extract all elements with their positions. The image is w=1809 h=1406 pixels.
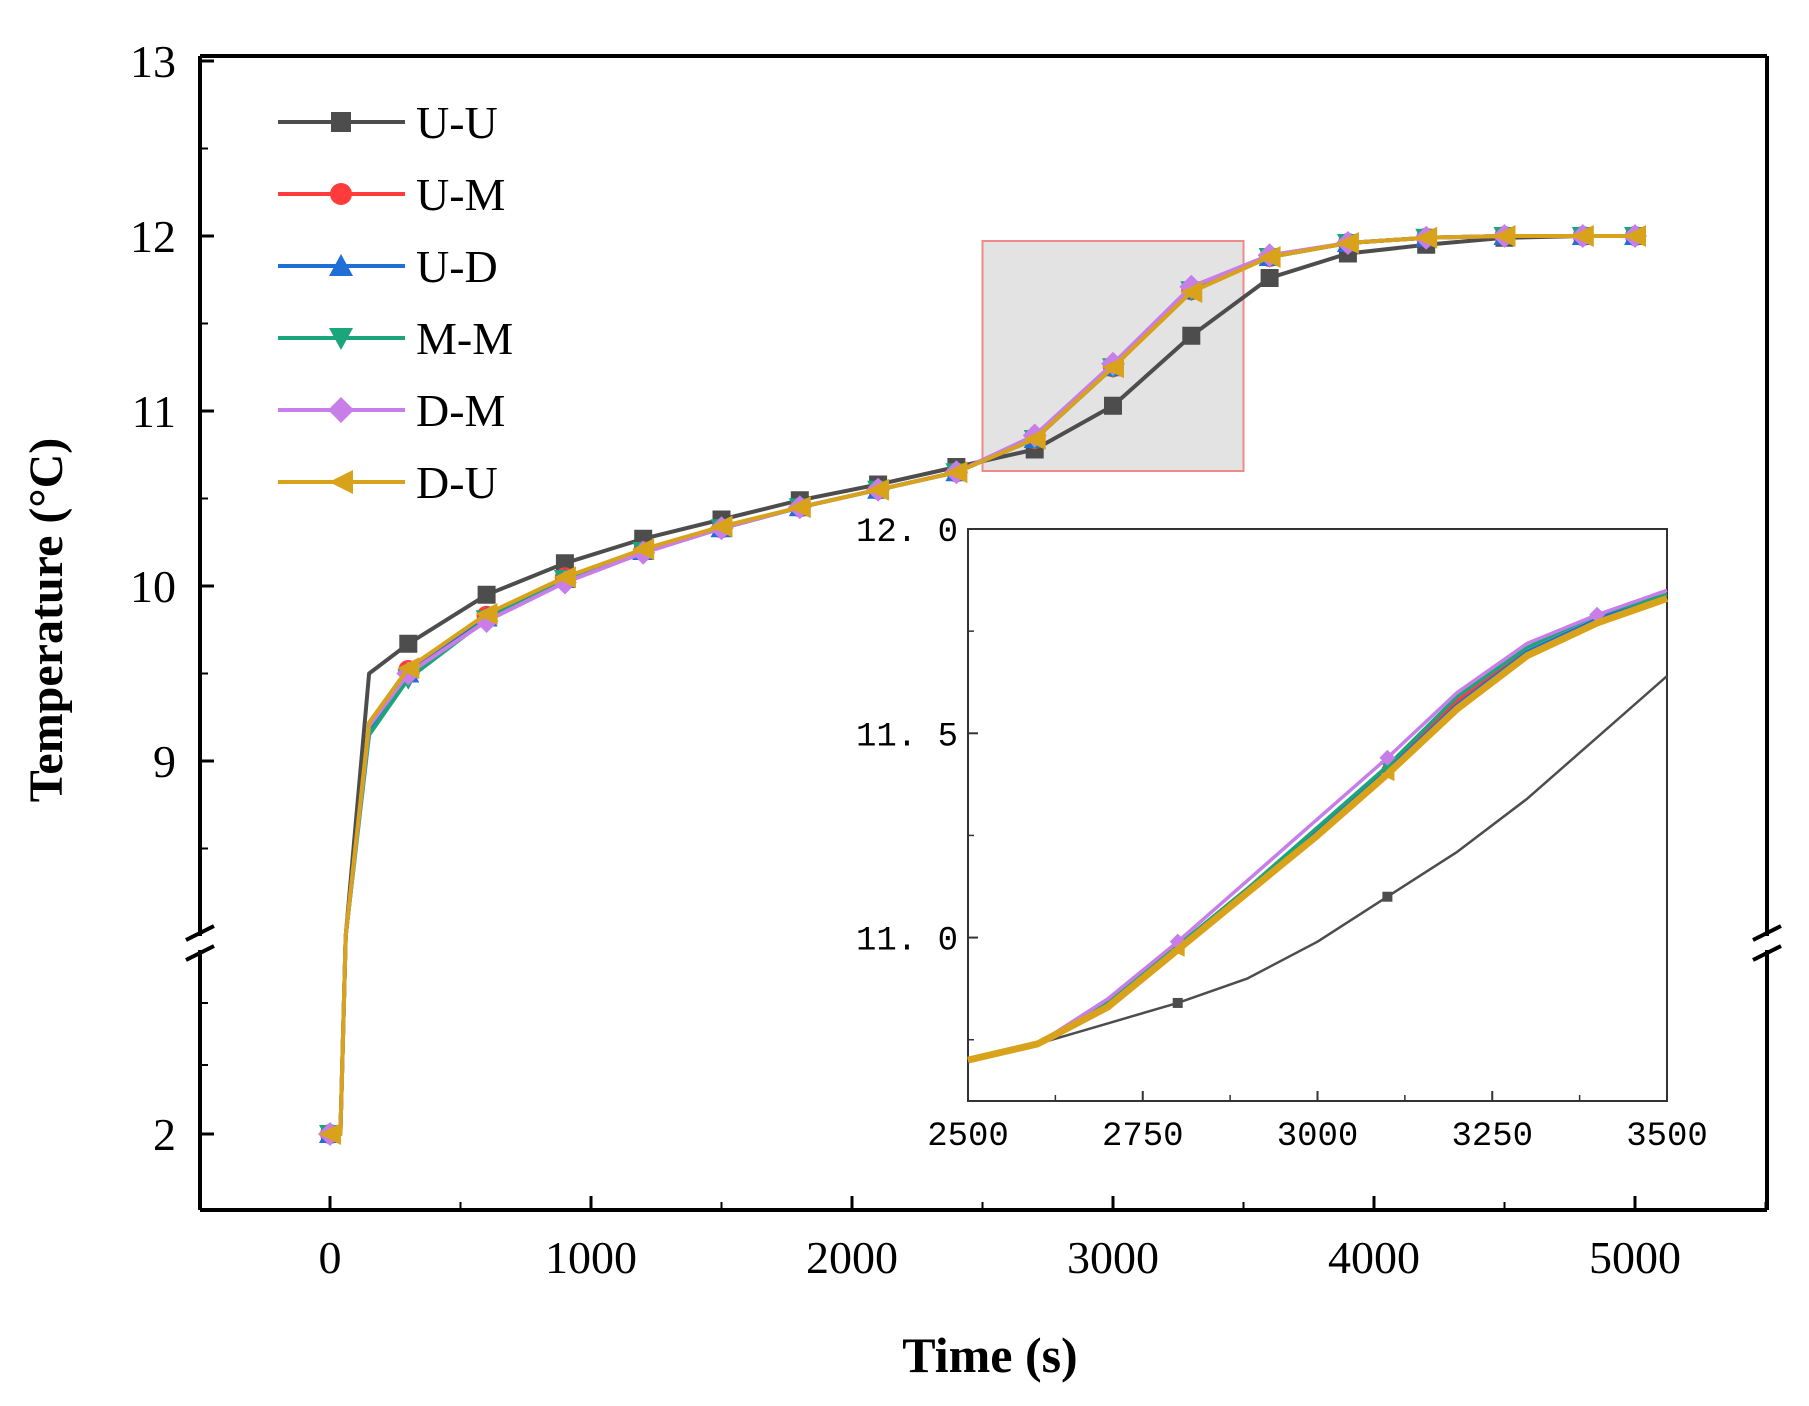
axis-break-right-a	[1752, 924, 1782, 942]
legend-label-um: U-M	[416, 169, 505, 220]
inset-x-tick-label: 3000	[1277, 1118, 1359, 1156]
series-marker-du	[1624, 225, 1646, 247]
x-tick-label: 5000	[1589, 1232, 1681, 1283]
inset-x-tick-label: 3500	[1626, 1118, 1708, 1156]
series-marker-du	[1258, 246, 1281, 268]
legend: U-U U-M U-D M-M D-M D-U	[278, 97, 513, 508]
series-marker-du	[1493, 225, 1516, 247]
series-marker-uu	[399, 634, 418, 653]
series-marker-uu	[477, 585, 496, 604]
x-tick-label: 1000	[545, 1232, 637, 1283]
legend-label-du: D-U	[416, 457, 498, 508]
inset-plot: 11. 0 11. 5 12. 0 2500 2750 3000 3250 3500	[856, 514, 1708, 1156]
inset-series-marker-uu	[1172, 997, 1183, 1008]
legend-marker-ud	[329, 254, 353, 276]
inset-frame	[967, 528, 1668, 1102]
main-plot: 2 9 10 11 12 13 0 1000 2000 3000 4000 5000	[130, 36, 1782, 1283]
series-marker-du	[1023, 428, 1046, 450]
series-marker-du	[475, 603, 498, 625]
axis-break-left-b	[185, 944, 215, 962]
inset-x-tick-label: 2750	[1102, 1118, 1184, 1156]
legend-marker-um	[330, 183, 352, 205]
series-marker-du	[632, 538, 655, 561]
y-tick-label: 10	[130, 561, 176, 612]
y-axis-label: Temperature (°C)	[20, 438, 73, 802]
series-marker-uu	[555, 554, 574, 573]
axis-break-right-b	[1752, 944, 1782, 962]
inset-x-tick-label: 3250	[1451, 1118, 1533, 1156]
legend-marker-mm	[329, 328, 353, 350]
inset-y-tick-label: 11. 5	[856, 718, 958, 756]
legend-label-dm: D-M	[416, 385, 505, 436]
x-tick-label: 3000	[1067, 1232, 1159, 1283]
legend-marker-du	[329, 470, 353, 494]
x-tick-label: 2000	[806, 1232, 898, 1283]
inset-series-marker-uu	[1382, 891, 1393, 902]
legend-marker-dm	[328, 397, 354, 423]
inset-series-line-uu	[967, 675, 1668, 1062]
y-tick-label: 12	[130, 211, 176, 262]
legend-label-ud: U-D	[416, 241, 498, 292]
inset-x-tick-label: 2500	[927, 1118, 1009, 1156]
legend-label-mm: M-M	[416, 313, 513, 364]
series-marker-du	[397, 657, 420, 680]
x-tick-label: 4000	[1328, 1232, 1420, 1283]
inset-series-line-dm	[967, 588, 1668, 1062]
y-tick-label: 2	[153, 1109, 176, 1160]
series-marker-du	[319, 1123, 341, 1145]
inset-y-tick-label: 11. 0	[856, 923, 958, 961]
inset-y-tick-label: 12. 0	[856, 514, 958, 552]
series-marker-du	[1571, 225, 1594, 247]
series-marker-du	[1415, 226, 1438, 249]
x-axis-label: Time (s)	[902, 1327, 1077, 1383]
x-tick-label: 0	[319, 1232, 342, 1283]
legend-label-uu: U-U	[416, 97, 498, 148]
inset-series-marker-du	[1380, 767, 1395, 782]
series-marker-du	[710, 515, 733, 538]
y-tick-label: 13	[130, 36, 176, 87]
legend-marker-uu	[331, 112, 351, 132]
series-marker-du	[788, 496, 811, 519]
y-tick-label: 9	[153, 736, 176, 787]
series-marker-uu	[1182, 326, 1201, 345]
series-marker-du	[945, 461, 968, 484]
series-marker-du	[867, 478, 890, 501]
series-marker-du	[1180, 281, 1203, 303]
series-marker-uu	[1260, 269, 1279, 287]
series-marker-du	[1102, 356, 1124, 379]
inset-series-line-du	[967, 595, 1669, 1064]
series-marker-uu	[1104, 396, 1122, 415]
inset-series-marker-mm	[1380, 760, 1395, 773]
y-tick-label: 11	[132, 386, 176, 437]
series-marker-du	[1336, 232, 1359, 254]
series-marker-du	[553, 566, 576, 589]
axis-break-left-a	[185, 924, 215, 942]
inset-series-marker-du	[1170, 942, 1185, 957]
inset-series-marker-dm	[1379, 749, 1396, 766]
